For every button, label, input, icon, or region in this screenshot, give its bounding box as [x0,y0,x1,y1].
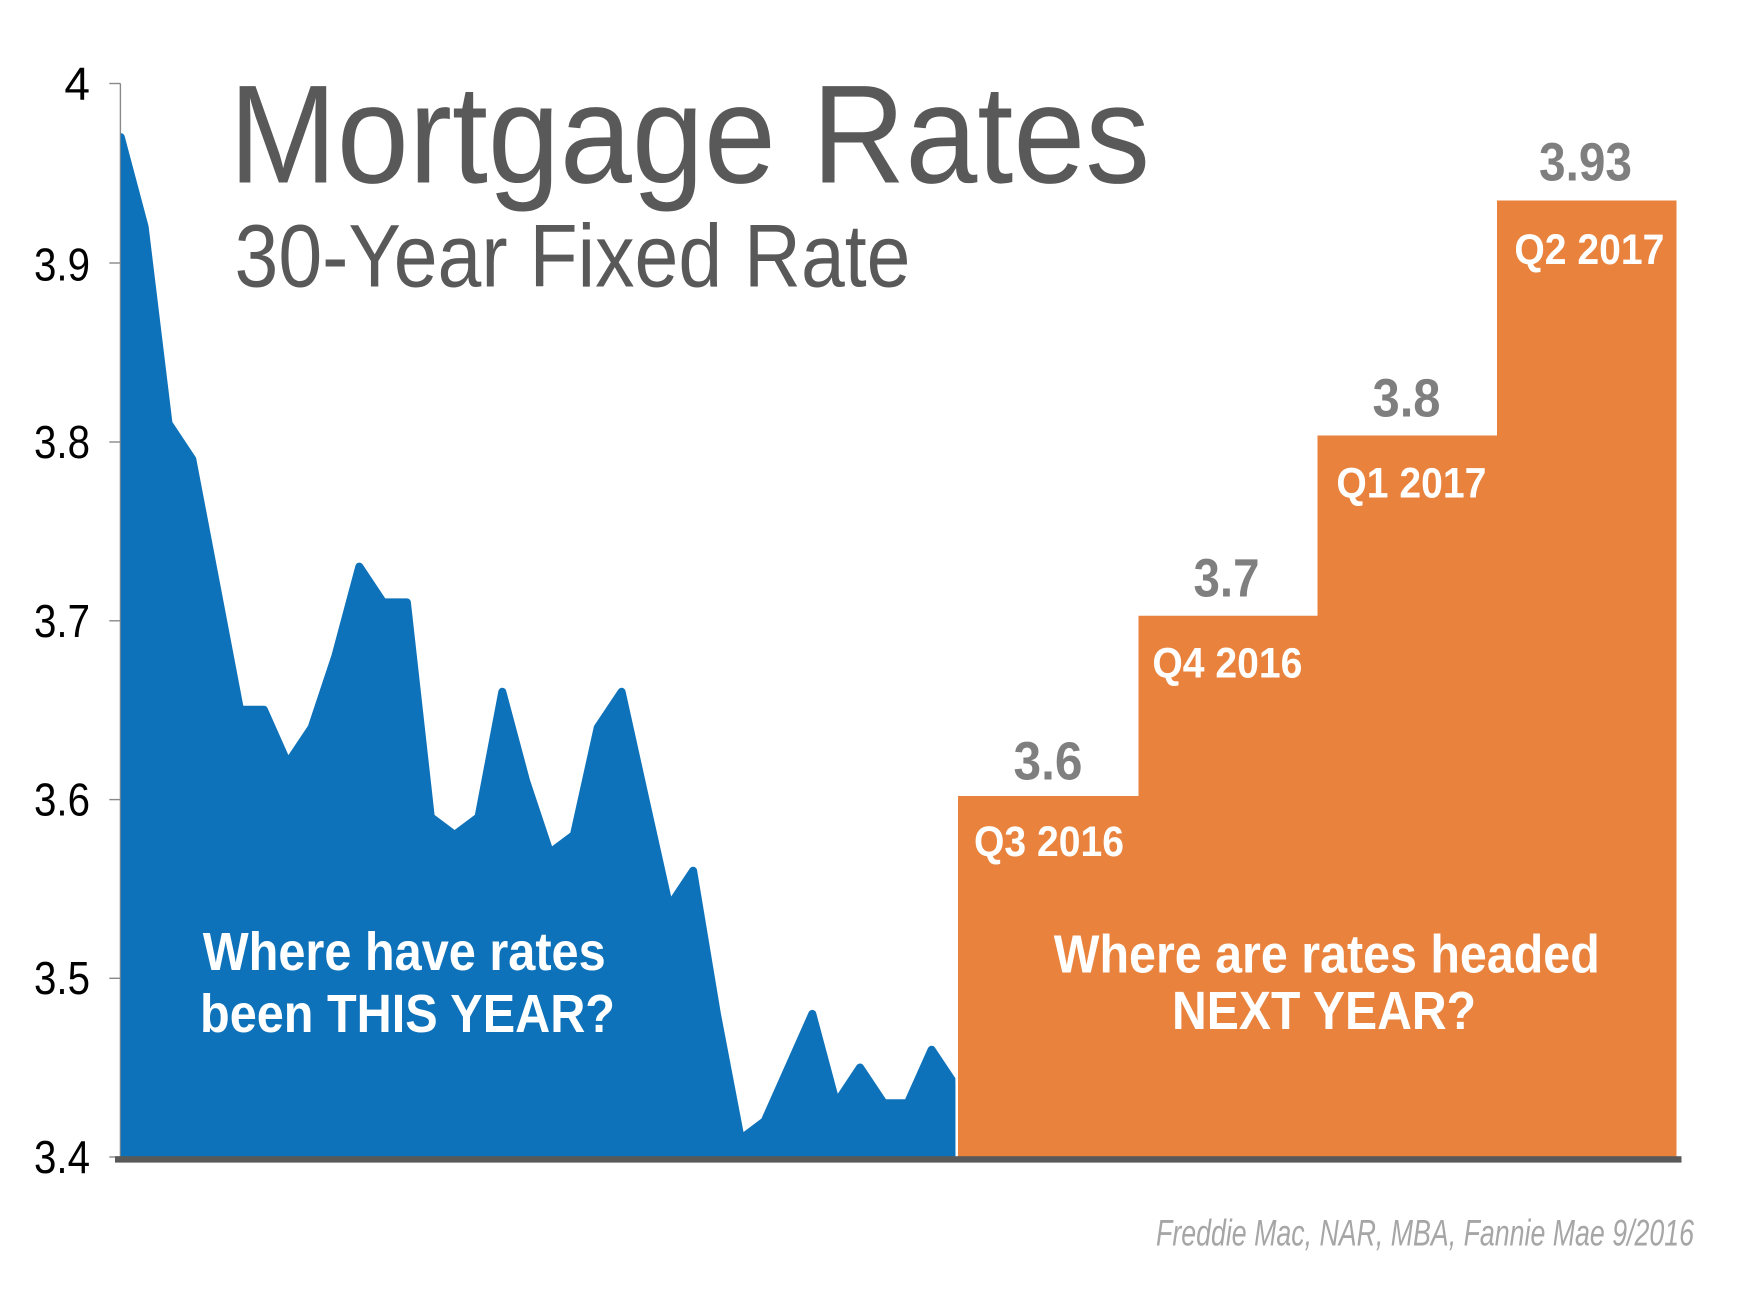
svg-text:3.93: 3.93 [1539,133,1632,193]
svg-text:Q1 2017: Q1 2017 [1336,460,1486,508]
svg-text:3.7: 3.7 [34,595,90,647]
svg-text:Q3 2016: Q3 2016 [974,818,1124,866]
svg-text:3.6: 3.6 [1014,731,1083,791]
svg-text:been THIS YEAR?: been THIS YEAR? [200,984,615,1044]
svg-text:Q4 2016: Q4 2016 [1152,639,1302,687]
svg-text:3.8: 3.8 [34,416,90,468]
svg-text:3.4: 3.4 [34,1131,90,1183]
svg-text:Where are rates headed: Where are rates headed [1054,924,1600,984]
svg-text:3.7: 3.7 [1194,549,1260,609]
svg-text:Mortgage Rates: Mortgage Rates [229,56,1150,213]
svg-text:3.8: 3.8 [1373,369,1441,429]
svg-text:Where have rates: Where have rates [203,922,606,982]
svg-text:30-Year Fixed Rate: 30-Year Fixed Rate [235,206,911,306]
svg-text:Freddie Mac, NAR, MBA, Fannie: Freddie Mac, NAR, MBA, Fannie Mae 9/2016 [1156,1212,1694,1253]
svg-text:3.5: 3.5 [34,952,90,1004]
svg-text:3.9: 3.9 [34,238,90,290]
svg-text:NEXT YEAR?: NEXT YEAR? [1172,981,1476,1041]
svg-text:Q2 2017: Q2 2017 [1514,226,1664,274]
svg-text:3.6: 3.6 [34,774,90,826]
svg-text:4: 4 [64,58,90,110]
